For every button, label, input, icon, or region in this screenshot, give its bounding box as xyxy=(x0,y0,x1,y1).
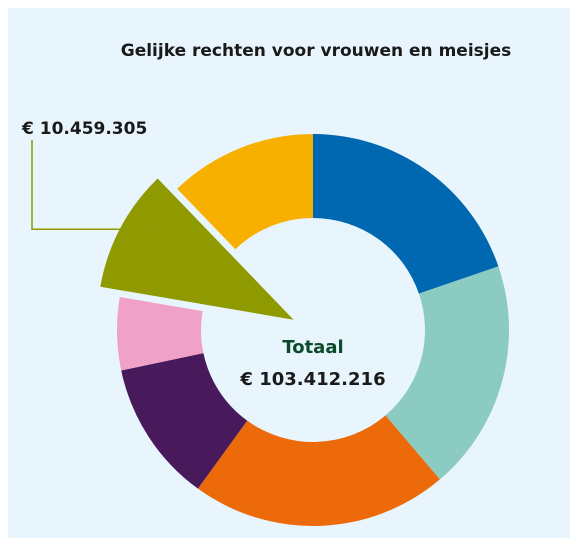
center-value: € 103.412.216 xyxy=(239,369,385,390)
donut-segment xyxy=(100,178,294,320)
value-label: € 10.459.305 xyxy=(21,119,147,139)
donut-segment xyxy=(177,134,313,250)
center-label: Totaal xyxy=(282,337,343,358)
leader-line xyxy=(31,140,159,231)
donut-segment xyxy=(121,353,248,489)
donut-segment xyxy=(313,134,499,294)
donut-segment xyxy=(116,297,204,371)
donut-segment xyxy=(385,266,509,480)
chart-title: Gelijke rechten voor vrouwen en meisjes xyxy=(121,41,512,61)
donut-segment xyxy=(197,415,440,526)
